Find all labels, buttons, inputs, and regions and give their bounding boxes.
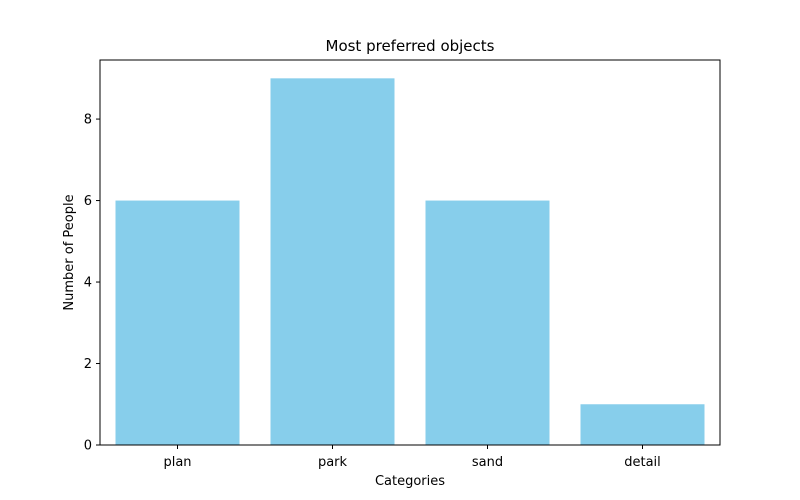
x-tick-label: sand	[472, 455, 503, 470]
x-tick-label: detail	[624, 455, 661, 470]
bar-detail	[580, 404, 705, 445]
x-axis-label: Categories	[375, 474, 445, 489]
y-tick-label: 6	[84, 194, 92, 209]
x-tick-label: park	[318, 455, 348, 470]
bar-sand	[425, 200, 550, 445]
bar-park	[270, 78, 395, 445]
y-tick-label: 4	[84, 276, 92, 291]
x-axis-ticks: plan park sand detail	[163, 445, 661, 470]
bar-plan	[115, 200, 240, 445]
plot-frame	[99, 59, 721, 446]
x-tick-label: plan	[163, 455, 191, 470]
y-tick-label: 2	[84, 357, 92, 372]
bars-group	[115, 78, 705, 445]
y-tick-label: 0	[84, 439, 92, 454]
y-axis-label: Number of People	[62, 194, 77, 310]
y-tick-label: 8	[84, 113, 92, 128]
y-axis-ticks: 0 2 4 6 8	[84, 113, 100, 454]
chart-title: Most preferred objects	[326, 37, 495, 55]
